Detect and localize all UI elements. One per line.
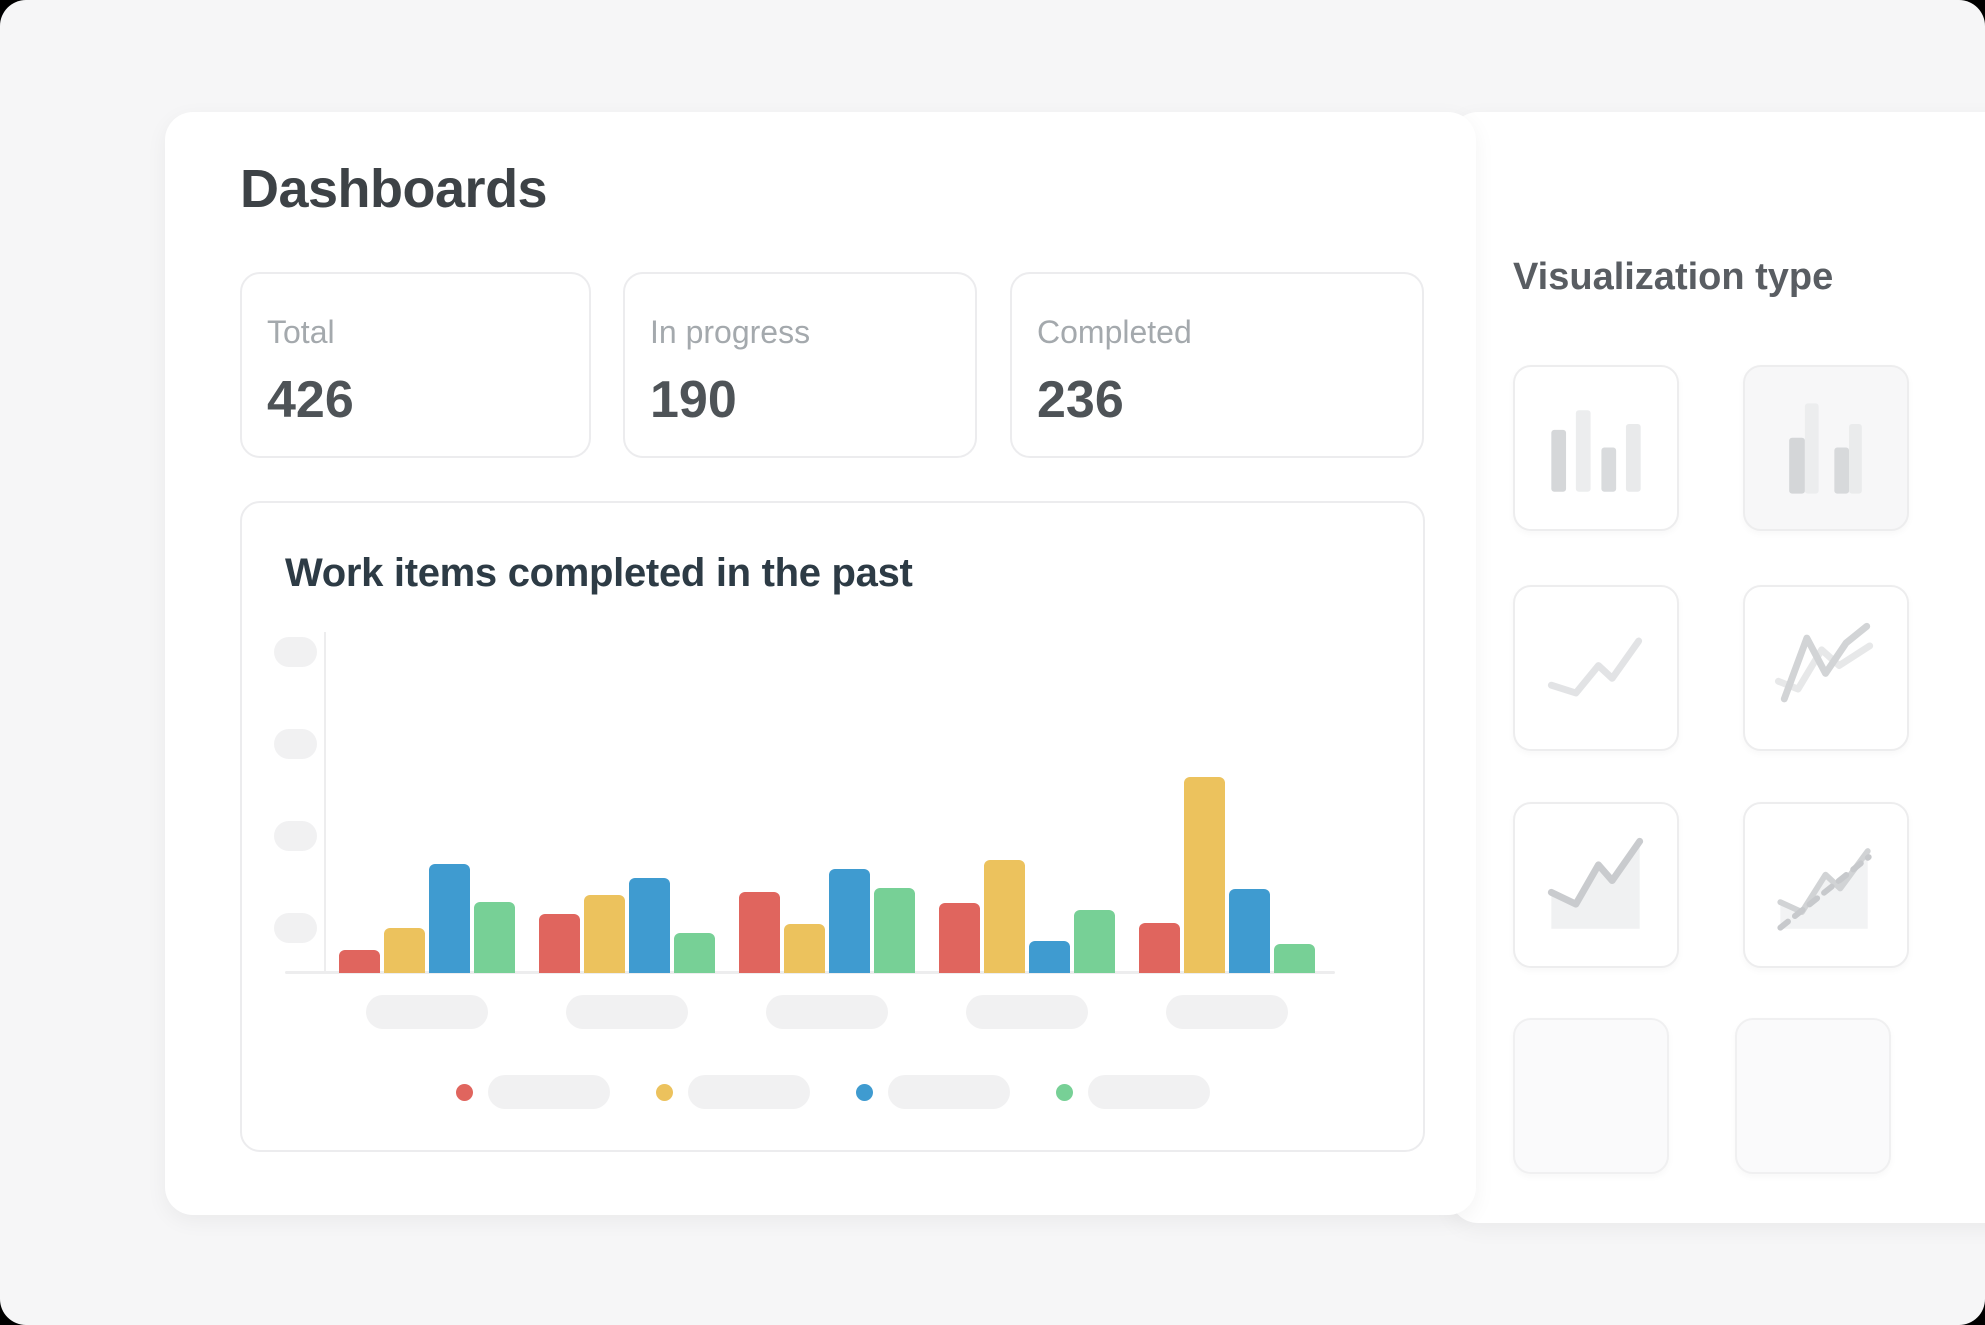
viz-tile-line-chart[interactable] <box>1513 585 1679 751</box>
series-blue-bar <box>429 864 470 973</box>
stat-value: 426 <box>267 371 354 429</box>
y-tick-skeleton <box>274 729 317 759</box>
stat-value: 190 <box>650 371 737 429</box>
legend-dot <box>1055 1083 1073 1101</box>
legend-dot <box>655 1083 673 1101</box>
series-red-bar <box>939 903 980 973</box>
legend-dot <box>855 1083 873 1101</box>
series-red-bar <box>539 914 580 973</box>
chart-legend <box>242 1075 1423 1109</box>
stat-label: In progress <box>650 314 811 350</box>
viz-tile-bar-chart[interactable] <box>1513 365 1679 531</box>
stat-card-completed: Completed 236 <box>1010 272 1424 458</box>
series-red-bar <box>739 892 780 973</box>
series-green-bar <box>1074 910 1115 973</box>
legend-dot <box>455 1083 473 1101</box>
series-green-bar <box>474 902 515 973</box>
series-yellow-bar <box>584 895 625 973</box>
series-blue-bar <box>1029 941 1070 973</box>
series-blue-bar <box>629 878 670 973</box>
stat-value: 236 <box>1037 371 1124 429</box>
series-red-bar <box>339 950 380 973</box>
legend-label-skeleton <box>687 1075 810 1109</box>
legend-item-series-red <box>455 1075 610 1109</box>
viz-tile-trend-line-chart[interactable] <box>1743 802 1909 968</box>
x-label-skeleton <box>1166 995 1288 1029</box>
y-tick-skeleton <box>274 637 317 667</box>
x-label-skeleton <box>766 995 888 1029</box>
y-tick-skeleton <box>274 821 317 851</box>
y-axis-line <box>324 632 326 974</box>
stat-label: Total <box>267 314 335 350</box>
series-yellow-bar <box>1184 777 1225 973</box>
viz-tile-empty-2[interactable] <box>1735 1018 1891 1174</box>
series-blue-bar <box>1229 889 1270 973</box>
series-yellow-bar <box>984 860 1025 973</box>
viz-tile-area-chart[interactable] <box>1513 802 1679 968</box>
chart-title: Work items completed in the past <box>285 551 913 595</box>
x-label-skeleton <box>366 995 488 1029</box>
stat-card-in-progress: In progress 190 <box>623 272 977 458</box>
viz-tile-empty-1[interactable] <box>1513 1018 1669 1174</box>
series-green-bar <box>874 888 915 973</box>
stat-card-total: Total 426 <box>240 272 591 458</box>
series-yellow-bar <box>384 928 425 973</box>
x-label-skeleton <box>966 995 1088 1029</box>
series-yellow-bar <box>784 924 825 973</box>
x-label-skeleton <box>566 995 688 1029</box>
series-red-bar <box>1139 923 1180 973</box>
legend-label-skeleton <box>487 1075 610 1109</box>
dashboards-card: Dashboards Total 426 In progress 190 Com… <box>165 112 1476 1215</box>
viz-tile-grouped-bar-chart[interactable] <box>1743 365 1909 531</box>
legend-item-series-green <box>1055 1075 1210 1109</box>
series-blue-bar <box>829 869 870 973</box>
legend-item-series-yellow <box>655 1075 810 1109</box>
legend-label-skeleton <box>1087 1075 1210 1109</box>
work-items-chart-card: Work items completed in the past <box>240 501 1425 1152</box>
viz-panel-title: Visualization type <box>1513 256 1834 298</box>
legend-item-series-blue <box>855 1075 1010 1109</box>
series-green-bar <box>674 933 715 973</box>
legend-label-skeleton <box>887 1075 1010 1109</box>
y-tick-skeleton <box>274 913 317 943</box>
series-green-bar <box>1274 944 1315 973</box>
viz-tile-multi-line-chart[interactable] <box>1743 585 1909 751</box>
page-title: Dashboards <box>240 159 548 219</box>
stat-label: Completed <box>1037 314 1192 350</box>
